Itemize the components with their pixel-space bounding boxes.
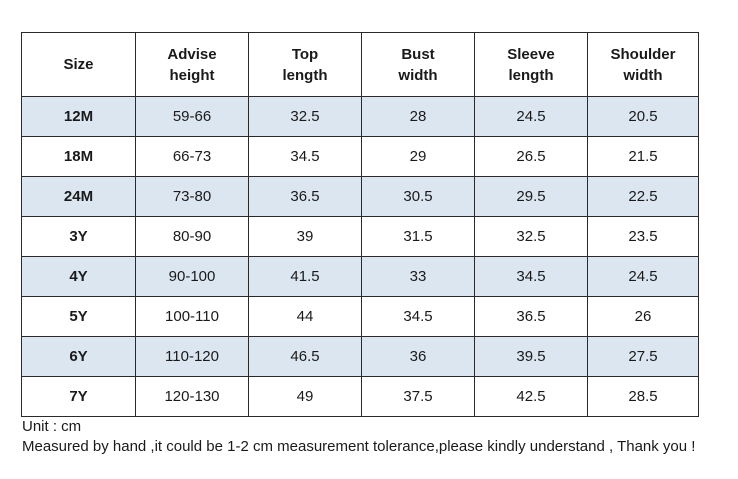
top-length-cell: 49 bbox=[248, 376, 362, 417]
header-bust-width: Bust width bbox=[361, 32, 475, 97]
size-cell: 6Y bbox=[21, 336, 136, 377]
top-length-cell: 46.5 bbox=[248, 336, 362, 377]
table-row: 12M 59-66 32.5 28 24.5 20.5 bbox=[21, 96, 699, 137]
header-row: Size Advise height Top length Bust width… bbox=[21, 32, 699, 97]
header-shoulder-width-line-1: Shoulder bbox=[610, 45, 676, 63]
header-shoulder-width-line-2: width bbox=[623, 66, 663, 84]
height-cell: 66-73 bbox=[135, 136, 249, 177]
top-length-cell: 44 bbox=[248, 296, 362, 337]
header-bust-width-line-2: width bbox=[398, 66, 438, 84]
sleeve-length-cell: 32.5 bbox=[474, 216, 588, 257]
height-cell: 59-66 bbox=[135, 96, 249, 137]
measurement-notes: Unit : cm Measured by hand ,it could be … bbox=[22, 417, 695, 457]
bust-width-cell: 29 bbox=[361, 136, 475, 177]
header-size: Size bbox=[21, 32, 136, 97]
top-length-cell: 41.5 bbox=[248, 256, 362, 297]
shoulder-width-cell: 26 bbox=[587, 296, 699, 337]
sleeve-length-cell: 42.5 bbox=[474, 376, 588, 417]
size-cell: 3Y bbox=[21, 216, 136, 257]
size-cell: 7Y bbox=[21, 376, 136, 417]
unit-note: Unit : cm bbox=[22, 418, 82, 435]
table-row: 7Y 120-130 49 37.5 42.5 28.5 bbox=[21, 376, 699, 417]
header-top-length: Top length bbox=[248, 32, 362, 97]
shoulder-width-cell: 20.5 bbox=[587, 96, 699, 137]
sleeve-length-cell: 24.5 bbox=[474, 96, 588, 137]
header-sleeve-length-line-1: Sleeve bbox=[507, 45, 555, 63]
table-row: 5Y 100-110 44 34.5 36.5 26 bbox=[21, 296, 699, 337]
tolerance-note: Measured by hand ,it could be 1-2 cm mea… bbox=[22, 438, 696, 455]
bust-width-cell: 31.5 bbox=[361, 216, 475, 257]
sleeve-length-cell: 34.5 bbox=[474, 256, 588, 297]
height-cell: 80-90 bbox=[135, 216, 249, 257]
bust-width-cell: 34.5 bbox=[361, 296, 475, 337]
bust-width-cell: 36 bbox=[361, 336, 475, 377]
sleeve-length-cell: 36.5 bbox=[474, 296, 588, 337]
top-length-cell: 39 bbox=[248, 216, 362, 257]
header-shoulder-width: Shoulder width bbox=[587, 32, 699, 97]
size-cell: 4Y bbox=[21, 256, 136, 297]
top-length-cell: 36.5 bbox=[248, 176, 362, 217]
bust-width-cell: 33 bbox=[361, 256, 475, 297]
header-advise-height-line-2: height bbox=[169, 66, 215, 84]
height-cell: 110-120 bbox=[135, 336, 249, 377]
header-advise-height-line-1: Advise bbox=[167, 45, 217, 63]
table-row: 3Y 80-90 39 31.5 32.5 23.5 bbox=[21, 216, 699, 257]
bust-width-cell: 30.5 bbox=[361, 176, 475, 217]
height-cell: 73-80 bbox=[135, 176, 249, 217]
top-length-cell: 32.5 bbox=[248, 96, 362, 137]
shoulder-width-cell: 21.5 bbox=[587, 136, 699, 177]
size-cell: 12M bbox=[21, 96, 136, 137]
sleeve-length-cell: 26.5 bbox=[474, 136, 588, 177]
size-cell: 18M bbox=[21, 136, 136, 177]
bust-width-cell: 37.5 bbox=[361, 376, 475, 417]
table-row: 18M 66-73 34.5 29 26.5 21.5 bbox=[21, 136, 699, 177]
shoulder-width-cell: 27.5 bbox=[587, 336, 699, 377]
header-sleeve-length-line-2: length bbox=[508, 66, 554, 84]
header-top-length-line-1: Top bbox=[291, 45, 319, 63]
header-size-label: Size bbox=[63, 56, 94, 73]
height-cell: 90-100 bbox=[135, 256, 249, 297]
table-row: 6Y 110-120 46.5 36 39.5 27.5 bbox=[21, 336, 699, 377]
size-cell: 5Y bbox=[21, 296, 136, 337]
top-length-cell: 34.5 bbox=[248, 136, 362, 177]
header-bust-width-line-1: Bust bbox=[401, 45, 435, 63]
sleeve-length-cell: 29.5 bbox=[474, 176, 588, 217]
size-cell: 24M bbox=[21, 176, 136, 217]
height-cell: 120-130 bbox=[135, 376, 249, 417]
height-cell: 100-110 bbox=[135, 296, 249, 337]
header-sleeve-length: Sleeve length bbox=[474, 32, 588, 97]
table-row: 4Y 90-100 41.5 33 34.5 24.5 bbox=[21, 256, 699, 297]
header-advise-height: Advise height bbox=[135, 32, 249, 97]
table-row: 24M 73-80 36.5 30.5 29.5 22.5 bbox=[21, 176, 699, 217]
shoulder-width-cell: 22.5 bbox=[587, 176, 699, 217]
size-chart-table: Size Advise height Top length Bust width… bbox=[21, 32, 699, 417]
shoulder-width-cell: 23.5 bbox=[587, 216, 699, 257]
shoulder-width-cell: 28.5 bbox=[587, 376, 699, 417]
shoulder-width-cell: 24.5 bbox=[587, 256, 699, 297]
sleeve-length-cell: 39.5 bbox=[474, 336, 588, 377]
bust-width-cell: 28 bbox=[361, 96, 475, 137]
header-top-length-line-2: length bbox=[282, 66, 328, 84]
